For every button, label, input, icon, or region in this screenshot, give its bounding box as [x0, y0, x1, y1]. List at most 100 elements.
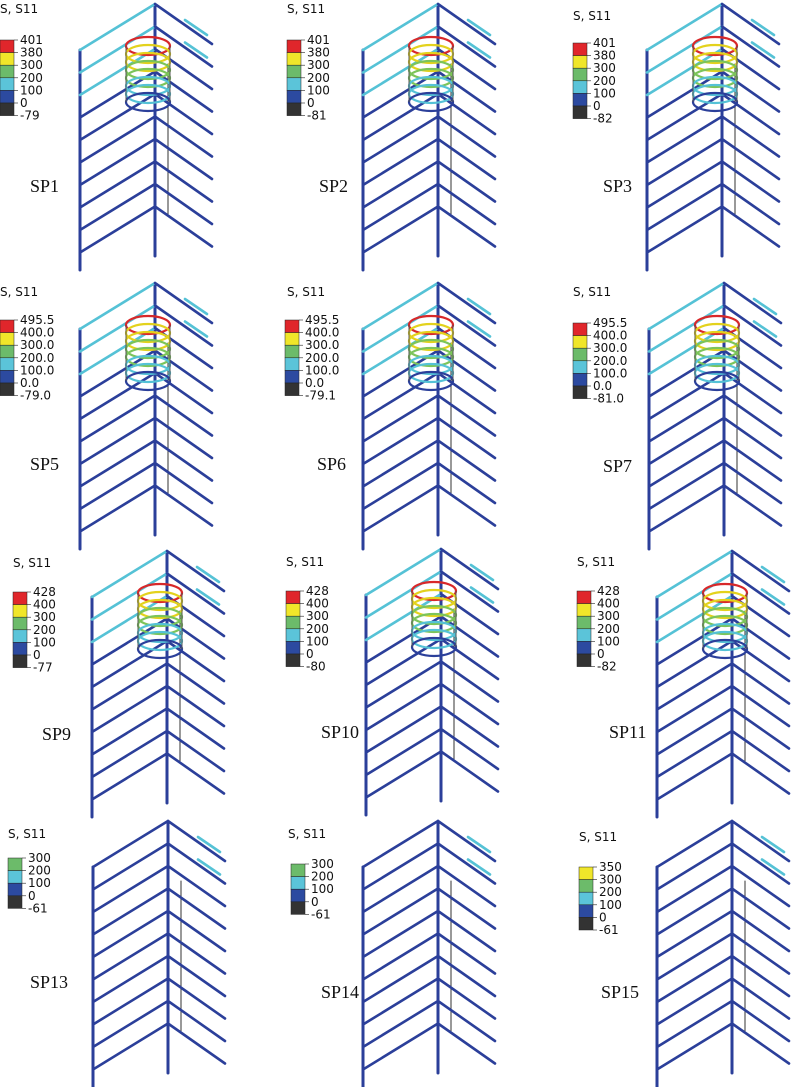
legend-title: S, S11	[287, 2, 325, 16]
stirrup-left	[78, 160, 157, 209]
stirrup-highlight	[466, 320, 492, 338]
stirrup-left	[361, 182, 440, 232]
stirrup-right	[436, 2, 497, 46]
legend-swatch	[285, 590, 301, 604]
stirrup-right	[730, 887, 791, 930]
legend-value: 200	[599, 885, 622, 899]
stirrup-right	[166, 819, 227, 863]
stirrup-left	[647, 304, 726, 353]
stirrup-right	[436, 999, 497, 1043]
stirrup-left	[655, 954, 734, 1004]
stirrup-right	[436, 137, 497, 181]
stirrup-left	[645, 115, 724, 164]
stirrup-left	[91, 887, 170, 936]
legend-value: 300.0	[593, 341, 627, 355]
legend-value: 200	[20, 71, 43, 85]
legend-value: 401	[20, 33, 43, 47]
legend-value: 401	[593, 36, 616, 50]
stirrup-left	[78, 115, 157, 164]
legend-value: -79.0	[20, 389, 51, 403]
legend-swatch	[284, 382, 300, 396]
stirrup-left	[90, 639, 169, 689]
legend-value: 300	[311, 857, 334, 871]
stirrup-right	[722, 304, 783, 347]
stirrup-left	[647, 281, 726, 331]
stirrup-left	[655, 684, 734, 734]
stirrup-highlight	[750, 18, 776, 37]
stirrup-highlight	[752, 320, 778, 338]
stirrup-right	[153, 394, 214, 437]
stirrup-left	[361, 326, 440, 376]
stirrup-left	[361, 205, 440, 254]
spiral-reinforcement	[407, 314, 455, 392]
legend-swatch	[7, 857, 23, 871]
stirrup-left	[361, 281, 440, 331]
legend-value: 428	[33, 585, 56, 599]
stirrup-right	[439, 547, 500, 591]
legend-value: 495.5	[20, 313, 54, 327]
stirrup-left	[90, 684, 169, 734]
stirrup-right	[165, 662, 226, 705]
stirrup-left	[78, 371, 157, 421]
stirrup-right	[436, 439, 497, 482]
stirrup-right	[436, 25, 497, 68]
stirrup-left	[78, 205, 157, 254]
stirrup-right	[436, 70, 497, 113]
stirrup-right	[720, 2, 781, 46]
stirrup-left	[78, 326, 157, 376]
legend-swatch	[290, 863, 306, 877]
stirrup-highlight	[760, 565, 786, 584]
stirrup-right	[436, 182, 497, 226]
legend-swatch	[576, 653, 592, 667]
legend-value: 0	[28, 889, 36, 903]
stirrup-highlight	[183, 320, 209, 338]
stirrup-left	[655, 662, 734, 711]
stirrup-right	[165, 572, 226, 615]
legend-value: -81	[307, 109, 327, 123]
legend-swatch	[0, 357, 15, 371]
stirrup-right	[166, 909, 227, 953]
stirrup-left	[361, 92, 440, 142]
stirrup-highlight	[183, 297, 209, 316]
cage-frame	[361, 281, 497, 551]
stirrup-right	[436, 281, 497, 325]
legend-value: 200	[311, 870, 334, 884]
legend-swatch	[0, 102, 15, 116]
legend-swatch	[285, 603, 301, 617]
legend-swatch	[284, 357, 300, 371]
stirrup-right	[436, 160, 497, 203]
legend-value: 200	[28, 864, 51, 878]
stirrup-highlight	[466, 297, 492, 316]
legend-swatch	[0, 382, 15, 396]
legend-swatch	[290, 876, 306, 890]
specimen-label: SP7	[603, 456, 632, 476]
stirrup-left	[90, 662, 169, 711]
legend-swatch	[285, 653, 301, 667]
stirrup-left	[647, 371, 726, 421]
stirrup-left	[361, 25, 440, 74]
legend-value: 200	[597, 622, 620, 636]
stirrup-right	[165, 684, 226, 728]
legend-value: 300	[33, 610, 56, 624]
stirrup-highlight	[466, 858, 492, 876]
stirrup-highlight	[469, 586, 495, 604]
stirrup-right	[730, 819, 791, 863]
stirrup-left	[361, 864, 440, 914]
stirrup-left	[364, 592, 443, 642]
stirrup-right	[722, 484, 783, 527]
legend-swatch	[572, 385, 588, 399]
stirrup-left	[647, 484, 726, 533]
legend-title: S, S11	[579, 830, 617, 844]
stirrup-left	[90, 549, 169, 599]
legend-value: 300.0	[305, 338, 339, 352]
legend-swatch	[12, 591, 28, 605]
legend-swatch	[572, 360, 588, 374]
cage-frame	[655, 819, 791, 1087]
stirrup-left	[361, 1022, 440, 1071]
